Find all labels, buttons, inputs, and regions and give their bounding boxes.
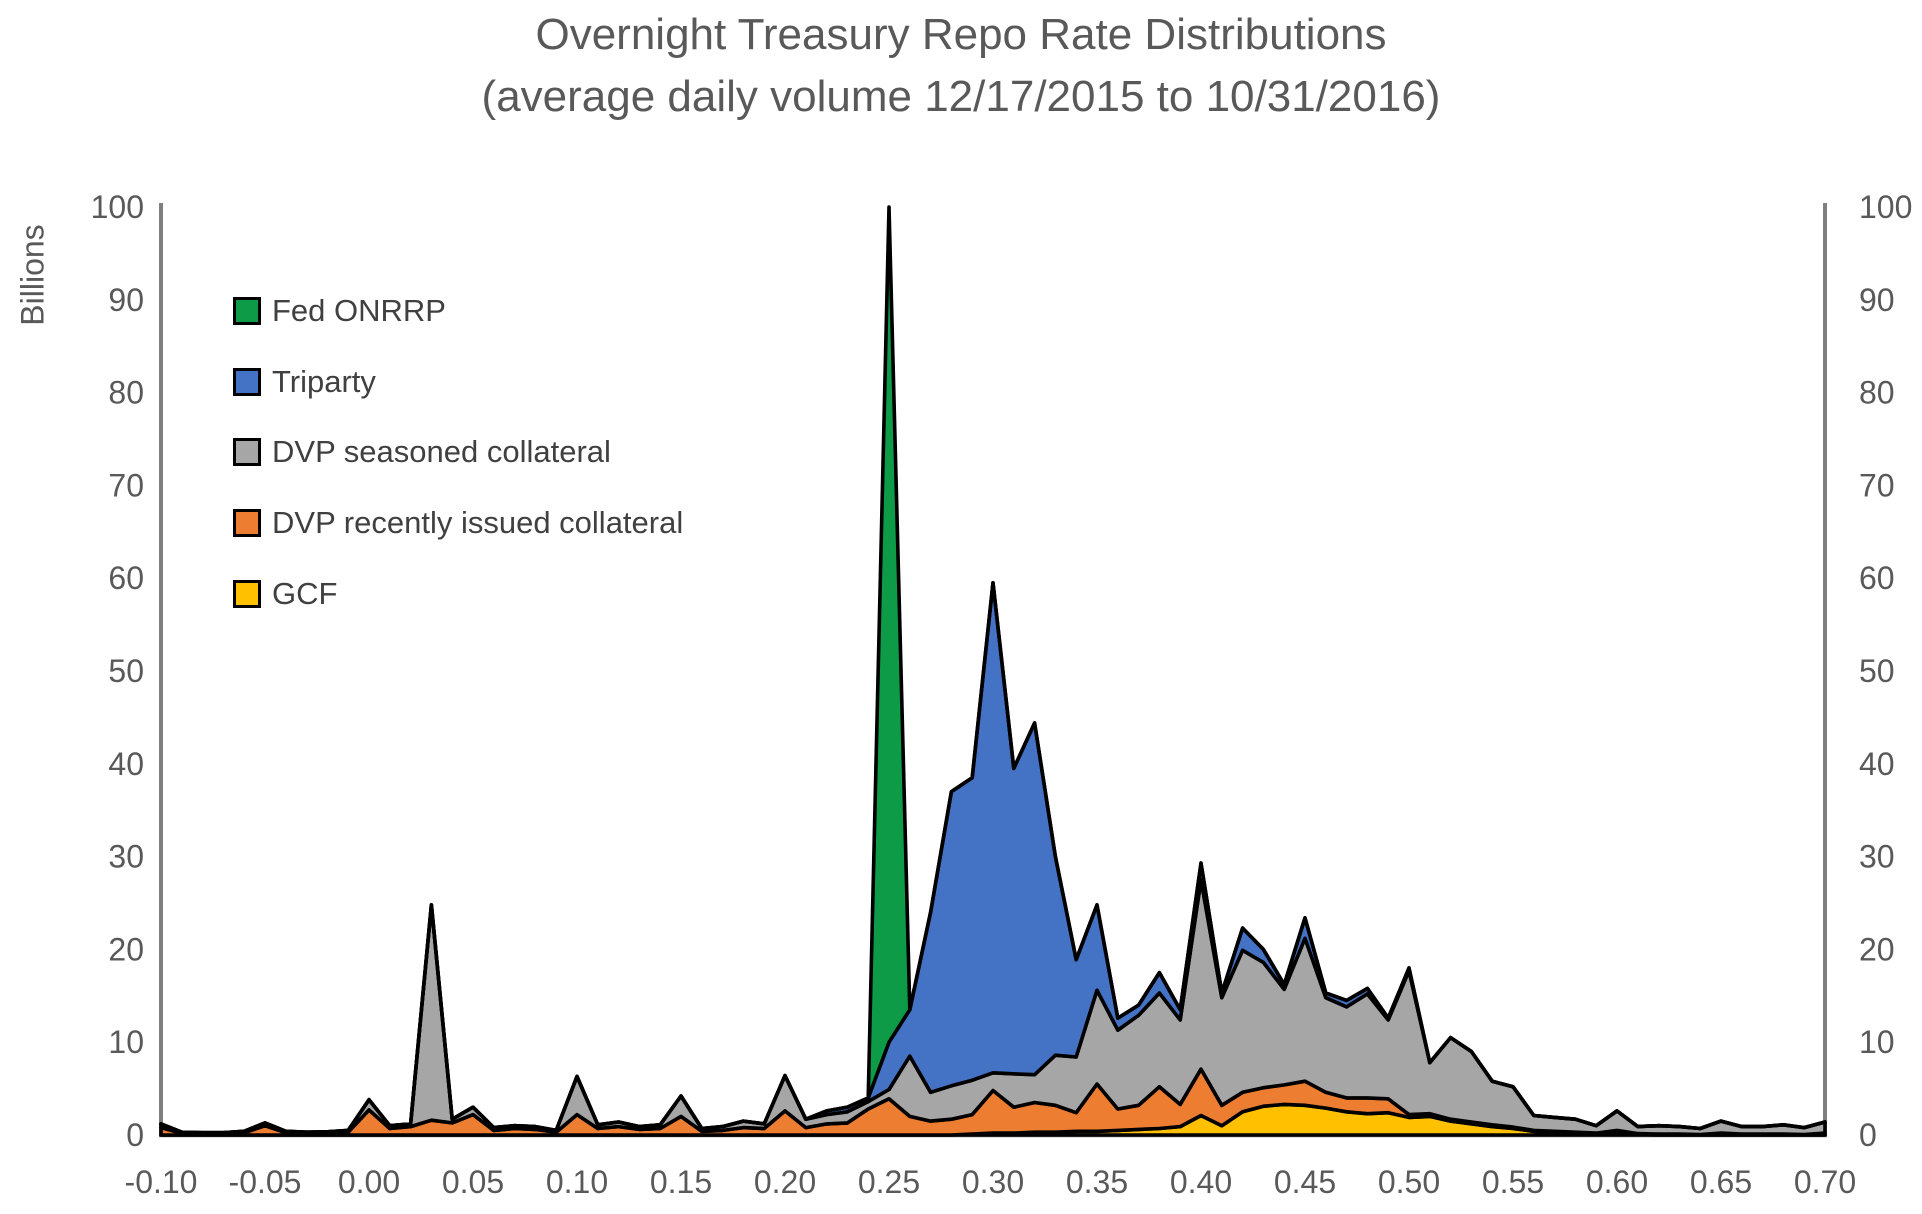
x-tick--0.05: -0.05 [229,1164,302,1200]
legend-label: Triparty [272,363,376,399]
x-tick-0.05: 0.05 [442,1164,504,1200]
y-tick-right-90: 90 [1859,282,1895,318]
y-tick-right-30: 30 [1859,839,1895,875]
legend-item-dvp-seasoned-collateral: DVP seasoned collateral [233,434,611,470]
legend-item-triparty: Triparty [233,363,376,399]
y-tick-left-80: 80 [108,375,144,411]
x-tick-0.25: 0.25 [858,1164,920,1200]
legend-label: GCF [272,575,338,611]
legend-item-fed-onrrp: Fed ONRRP [233,293,446,328]
x-tick-0.30: 0.30 [962,1164,1024,1200]
area-series-fed-onrrp [159,205,1827,1135]
x-tick-0.55: 0.55 [1482,1164,1544,1200]
y-tick-left-100: 100 [91,189,144,225]
y-tick-right-10: 10 [1859,1024,1895,1060]
x-tick-0.15: 0.15 [650,1164,712,1200]
y-tick-right-100: 100 [1859,189,1912,225]
x-tick-0.40: 0.40 [1170,1164,1232,1200]
x-tick-0.45: 0.45 [1274,1164,1336,1200]
y-tick-right-0: 0 [1859,1117,1877,1153]
legend-swatch-icon [233,367,261,396]
y-tick-right-50: 50 [1859,653,1895,689]
chart-title-line1: Overnight Treasury Repo Rate Distributio… [535,10,1387,59]
legend-swatch-icon [233,297,261,325]
chart-title-line2: (average daily volume 12/17/2015 to 10/3… [481,72,1441,121]
y-tick-left-40: 40 [108,746,144,782]
area-series-triparty [159,581,1827,1135]
legend-item-dvp-recently-issued-collateral: DVP recently issued collateral [233,505,684,541]
y-tick-right-80: 80 [1859,375,1895,411]
x-tick-0.35: 0.35 [1066,1164,1128,1200]
x-tick-0.10: 0.10 [546,1164,608,1200]
y-tick-left-50: 50 [108,653,144,689]
y-tick-left-20: 20 [108,931,144,967]
x-tick-0.65: 0.65 [1690,1164,1752,1200]
x-tick-0.60: 0.60 [1586,1164,1648,1200]
y-tick-left-30: 30 [108,839,144,875]
legend-label: DVP seasoned collateral [272,434,611,470]
x-tick-0.00: 0.00 [338,1164,400,1200]
y-tick-right-60: 60 [1859,560,1895,596]
y-tick-right-20: 20 [1859,931,1895,967]
x-tick-0.20: 0.20 [754,1164,816,1200]
y-tick-left-60: 60 [108,560,144,596]
legend-swatch-icon [233,509,261,538]
x-tick-0.50: 0.50 [1378,1164,1440,1200]
y-tick-left-90: 90 [108,282,144,318]
legend-item-gcf: GCF [233,575,338,611]
y-tick-right-70: 70 [1859,467,1895,503]
legend-label: Fed ONRRP [272,293,446,328]
y-tick-right-40: 40 [1859,746,1895,782]
x-tick-0.70: 0.70 [1794,1164,1856,1200]
y-tick-left-70: 70 [108,467,144,503]
x-tick--0.10: -0.10 [125,1164,198,1200]
y-tick-left-10: 10 [108,1024,144,1060]
legend-label: DVP recently issued collateral [272,505,684,541]
legend-swatch-icon [233,579,261,608]
y-tick-left-0: 0 [126,1117,144,1153]
legend-swatch-icon [233,438,261,467]
